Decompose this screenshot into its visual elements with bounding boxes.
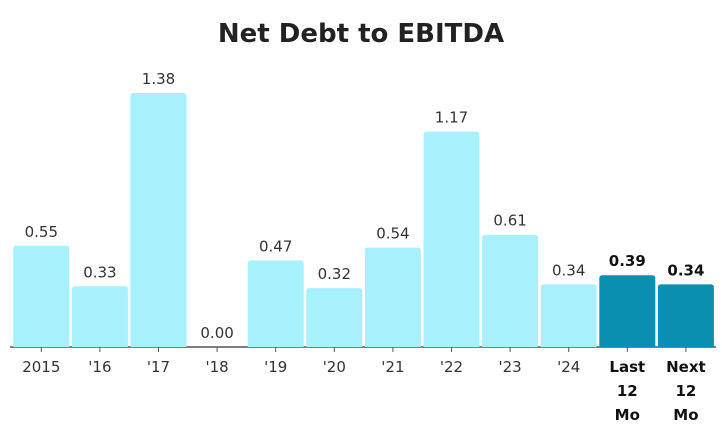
x-tick-label: '18 — [205, 358, 229, 376]
x-tick-label: '19 — [264, 358, 288, 376]
value-label: 0.33 — [83, 263, 116, 281]
value-label: 0.34 — [552, 261, 585, 279]
bar — [657, 284, 714, 347]
bar — [71, 286, 128, 347]
value-label: 0.00 — [200, 324, 233, 342]
x-tick-label: '16 — [88, 358, 112, 376]
value-label: 1.38 — [142, 70, 175, 88]
x-tick-label: '22 — [439, 358, 464, 376]
value-label: 0.47 — [259, 237, 292, 255]
bar — [130, 93, 187, 347]
x-tick-label: 2015 — [22, 358, 61, 376]
x-tick-label: '20 — [322, 358, 346, 376]
value-label: 1.17 — [435, 109, 468, 127]
bar — [423, 131, 480, 347]
value-label: 0.61 — [493, 212, 526, 230]
x-tick-label: '17 — [146, 358, 171, 376]
value-label: 0.32 — [318, 265, 351, 283]
bar — [364, 247, 421, 347]
bar — [540, 284, 597, 347]
chart-title: Net Debt to EBITDA — [218, 19, 504, 49]
bar — [599, 275, 656, 347]
x-tick-label: Next 12 Mo — [666, 358, 706, 424]
bar — [247, 260, 304, 347]
x-tick-label: '24 — [557, 358, 581, 376]
value-label: 0.39 — [609, 252, 646, 270]
bar — [13, 245, 70, 347]
value-label: 0.55 — [25, 223, 58, 241]
x-tick-label: Last 12 Mo — [609, 358, 646, 424]
x-tick-label: '21 — [381, 358, 405, 376]
value-label: 0.54 — [376, 225, 409, 243]
x-tick-label: '23 — [498, 358, 522, 376]
bar — [306, 288, 363, 347]
bar — [482, 234, 539, 347]
value-label: 0.34 — [667, 261, 704, 279]
